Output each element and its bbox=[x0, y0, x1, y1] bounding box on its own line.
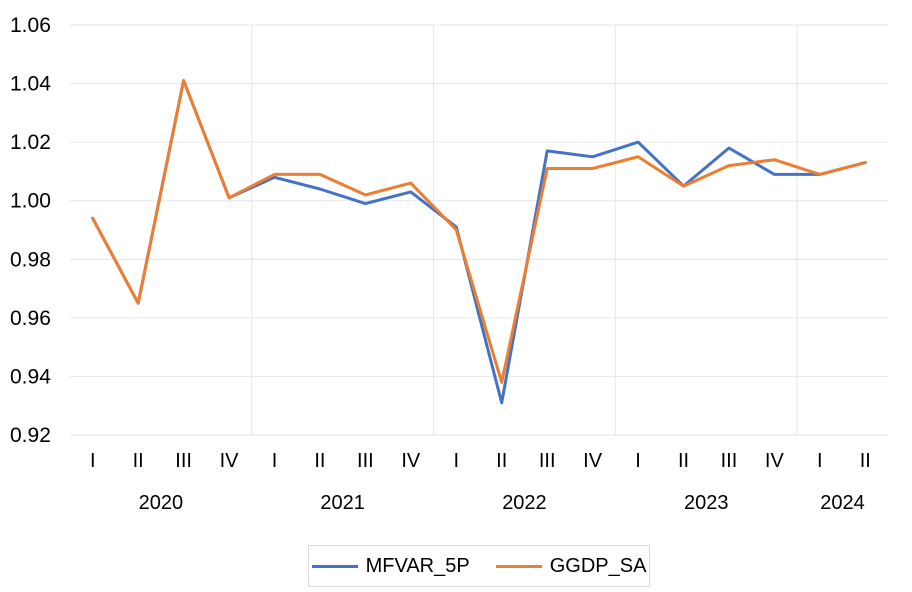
line-chart: 0.920.940.960.981.001.021.041.06 I II III I… bbox=[10, 14, 888, 514]
series-lines bbox=[91, 79, 867, 405]
y-tick-label: 1.06 bbox=[10, 14, 51, 37]
x-axis-year-labels: 2020 2021 2022 2023 2024 bbox=[139, 492, 865, 514]
legend-label-mfvar: MFVAR_5P bbox=[365, 554, 470, 577]
series-line-mfvar_5p bbox=[91, 79, 867, 405]
legend-swatch-mfvar bbox=[311, 564, 358, 568]
x-axis-quarter-ticks: I II III IV I II III IV I II III IV I II III IV I II bbox=[90, 450, 871, 472]
legend-item-ggdp: GGDP_SA bbox=[495, 554, 647, 578]
x-tick-label: I bbox=[635, 450, 641, 472]
legend-swatch-ggdp bbox=[495, 564, 542, 568]
series-line-ggdp_sa bbox=[91, 79, 867, 384]
x-tick-label: IV bbox=[401, 450, 421, 472]
y-tick-label: 0.92 bbox=[10, 424, 51, 447]
x-tick-label: IV bbox=[583, 450, 603, 472]
year-label: 2020 bbox=[139, 492, 184, 514]
x-tick-label: I bbox=[453, 450, 459, 472]
x-tick-label: III bbox=[357, 450, 374, 472]
legend: MFVAR_5P GGDP_SA bbox=[308, 545, 650, 587]
y-tick-label: 1.00 bbox=[10, 190, 51, 213]
x-tick-label: II bbox=[314, 450, 325, 472]
x-tick-label: I bbox=[90, 450, 96, 472]
legend-label-ggdp: GGDP_SA bbox=[549, 554, 647, 577]
x-tick-label: III bbox=[175, 450, 192, 472]
y-tick-label: 0.96 bbox=[10, 307, 51, 330]
year-label: 2022 bbox=[502, 492, 547, 514]
x-tick-label: IV bbox=[765, 450, 785, 472]
legend-item-mfvar: MFVAR_5P bbox=[311, 554, 470, 578]
x-tick-label: II bbox=[678, 450, 689, 472]
gridlines bbox=[70, 24, 888, 436]
y-tick-label: 0.98 bbox=[10, 248, 51, 271]
x-tick-label: II bbox=[496, 450, 507, 472]
y-tick-label: 1.04 bbox=[10, 73, 51, 96]
x-tick-label: III bbox=[539, 450, 556, 472]
y-tick-label: 0.94 bbox=[10, 365, 51, 388]
x-tick-label: II bbox=[860, 450, 871, 472]
y-axis-ticks: 0.92 0.94 0.96 0.98 1.00 1.02 1.04 1.06 bbox=[10, 14, 51, 447]
x-tick-label: III bbox=[721, 450, 738, 472]
x-tick-label: IV bbox=[220, 450, 240, 472]
year-label: 2024 bbox=[820, 492, 865, 514]
y-tick-label: 1.02 bbox=[10, 131, 51, 154]
x-tick-label: I bbox=[272, 450, 278, 472]
x-tick-label: II bbox=[133, 450, 144, 472]
year-label: 2023 bbox=[684, 492, 729, 514]
year-label: 2021 bbox=[320, 492, 365, 514]
x-tick-label: I bbox=[817, 450, 823, 472]
